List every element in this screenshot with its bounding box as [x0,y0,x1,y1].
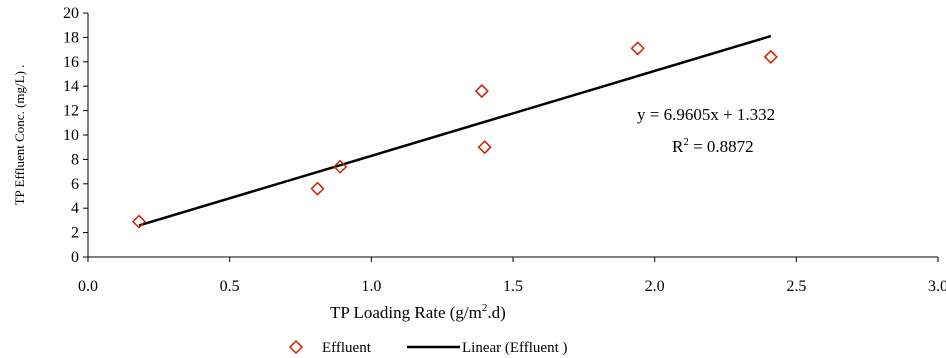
data-point [477,140,492,155]
data-point [763,49,778,64]
data-point [474,84,489,99]
legend: Effluent Linear (Effluent ) [288,339,568,356]
y-tick-label: 10 [63,127,79,144]
y-tick-label: 0 [71,249,79,266]
x-tick-label: 2.5 [786,278,806,295]
y-tick-label: 4 [71,200,79,217]
x-tick-label: 3.0 [928,278,946,295]
plot-area: 0 2 4 6 8 10 12 14 16 18 20 0.0 0.5 1.0 1.5 2.0 2.5 3.0 [63,5,946,295]
data-points [131,41,778,229]
r-squared: R2 = 0.8872 [672,136,754,156]
legend-label-effluent: Effluent [322,340,372,356]
y-tick-label: 12 [63,103,79,120]
y-ticks: 0 2 4 6 8 10 12 14 16 18 20 [63,5,88,266]
y-tick-label: 8 [71,151,79,168]
y-tick-label: 14 [63,78,79,95]
y-tick-label: 18 [63,29,79,46]
legend-marker-effluent [288,339,304,355]
x-tick-label: 0.5 [220,278,240,295]
x-tick-label: 1.5 [503,278,523,295]
y-tick-label: 2 [71,225,79,242]
data-point [310,181,325,196]
trendline-path [138,34,772,227]
x-ticks: 0.0 0.5 1.0 1.5 2.0 2.5 3.0 [78,257,946,295]
y-tick-label: 6 [71,176,79,193]
x-tick-label: 2.0 [645,278,665,295]
legend-label-linear: Linear (Effluent ) [462,340,568,356]
y-axis-label: TP Effluent Conc. (mg/L) . [12,65,27,206]
regression-equation: y = 6.9605x + 1.332 [637,105,775,124]
data-point [630,41,645,56]
trendline [138,34,772,227]
data-point [333,159,348,174]
x-tick-label: 0.0 [78,278,98,295]
y-tick-label: 16 [63,54,79,71]
data-point [131,214,147,229]
y-tick-label: 20 [63,5,79,22]
x-tick-label: 1.0 [361,278,381,295]
x-axis-label: TP Loading Rate (g/m2.d) [330,302,506,322]
